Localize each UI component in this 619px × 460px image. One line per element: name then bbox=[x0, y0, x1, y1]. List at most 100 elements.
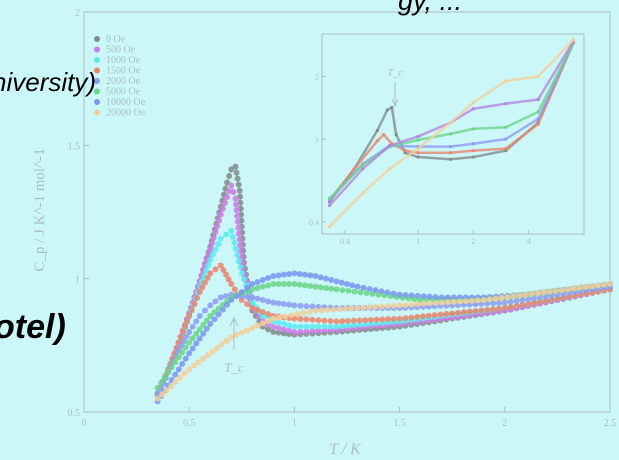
data-point bbox=[501, 299, 508, 306]
data-point bbox=[179, 349, 186, 356]
data-point bbox=[223, 293, 230, 299]
data-point bbox=[444, 294, 451, 301]
data-point bbox=[232, 163, 239, 170]
data-point bbox=[351, 288, 358, 295]
data-point bbox=[270, 299, 277, 306]
data-point bbox=[195, 359, 202, 366]
data-point bbox=[328, 277, 335, 283]
data-point bbox=[402, 301, 409, 308]
data-point bbox=[297, 316, 304, 323]
data-point bbox=[367, 316, 374, 323]
data-point bbox=[180, 338, 187, 345]
inset-data-point bbox=[504, 137, 508, 141]
data-point bbox=[548, 296, 555, 303]
data-point bbox=[182, 355, 189, 362]
legend-marker bbox=[94, 99, 100, 105]
data-point bbox=[384, 303, 391, 310]
data-point bbox=[501, 305, 508, 311]
data-point bbox=[224, 194, 231, 201]
inset-data-point bbox=[504, 147, 508, 151]
data-point bbox=[297, 302, 304, 309]
data-point bbox=[519, 301, 526, 308]
y-axis-label-text: C_p / J K^-1 mol^-1 bbox=[32, 148, 48, 271]
inset-data-point bbox=[328, 196, 332, 200]
data-point bbox=[327, 323, 334, 330]
data-point bbox=[207, 257, 214, 263]
data-point bbox=[362, 317, 369, 324]
data-point bbox=[238, 289, 245, 295]
inset-plot-frame bbox=[321, 33, 585, 235]
inset-data-point bbox=[403, 149, 407, 153]
inset-tc-arrow-head bbox=[391, 98, 399, 108]
data-point bbox=[492, 295, 499, 302]
data-point bbox=[318, 307, 325, 314]
overlay-text-university: niversity) bbox=[0, 67, 97, 97]
x-tick-label: 0.5 bbox=[183, 418, 196, 429]
data-point bbox=[296, 281, 303, 288]
data-point bbox=[478, 307, 485, 314]
data-point bbox=[217, 235, 224, 242]
data-point bbox=[588, 283, 595, 290]
data-point bbox=[419, 313, 426, 320]
data-point bbox=[345, 287, 352, 294]
data-point bbox=[449, 310, 456, 317]
data-point bbox=[205, 262, 212, 269]
data-point bbox=[179, 329, 186, 335]
data-point bbox=[390, 290, 397, 297]
data-point bbox=[233, 293, 240, 299]
data-point bbox=[339, 323, 346, 330]
data-point bbox=[275, 329, 282, 336]
data-point bbox=[219, 301, 226, 308]
data-point bbox=[321, 323, 328, 330]
data-point bbox=[495, 299, 502, 306]
data-point bbox=[226, 173, 233, 179]
inset-data-point bbox=[471, 107, 475, 111]
data-point bbox=[158, 379, 165, 386]
data-point bbox=[196, 335, 203, 342]
data-point bbox=[186, 313, 193, 319]
data-point bbox=[238, 329, 245, 336]
data-point bbox=[191, 301, 198, 307]
data-point bbox=[540, 289, 547, 296]
data-point bbox=[291, 329, 298, 335]
inset-data-point bbox=[536, 74, 540, 79]
data-point bbox=[297, 328, 304, 335]
data-point bbox=[519, 297, 526, 303]
data-point bbox=[236, 236, 243, 243]
data-point bbox=[175, 354, 182, 361]
data-point bbox=[270, 281, 277, 287]
data-point bbox=[286, 271, 293, 277]
data-point bbox=[385, 316, 392, 323]
data-point bbox=[216, 217, 223, 224]
data-point bbox=[207, 313, 214, 319]
data-point bbox=[414, 313, 421, 320]
x-tick-label: 2 bbox=[502, 418, 507, 429]
data-point bbox=[356, 321, 363, 328]
data-point bbox=[348, 305, 355, 312]
inset-x-tick-label: 0.4 bbox=[340, 237, 350, 246]
inset-data-point bbox=[361, 167, 365, 171]
data-point bbox=[233, 332, 240, 338]
data-point bbox=[212, 246, 219, 253]
main-plot-frame bbox=[83, 11, 611, 413]
data-point bbox=[582, 284, 589, 291]
data-point bbox=[420, 300, 427, 307]
data-point bbox=[339, 287, 346, 294]
data-point bbox=[350, 317, 357, 324]
data-point bbox=[275, 319, 282, 326]
data-point bbox=[236, 187, 243, 194]
data-point bbox=[486, 296, 493, 303]
data-point bbox=[349, 282, 356, 289]
inset-data-point bbox=[471, 100, 475, 105]
data-point bbox=[306, 308, 313, 315]
legend-marker bbox=[94, 67, 100, 74]
inset-data-point bbox=[471, 155, 475, 159]
inset-data-point bbox=[448, 121, 453, 125]
data-point bbox=[232, 195, 239, 202]
legend-marker bbox=[94, 109, 100, 116]
data-point bbox=[201, 279, 208, 286]
data-point bbox=[468, 297, 475, 304]
data-point bbox=[161, 374, 168, 381]
data-point bbox=[259, 277, 266, 283]
data-point bbox=[224, 301, 231, 308]
